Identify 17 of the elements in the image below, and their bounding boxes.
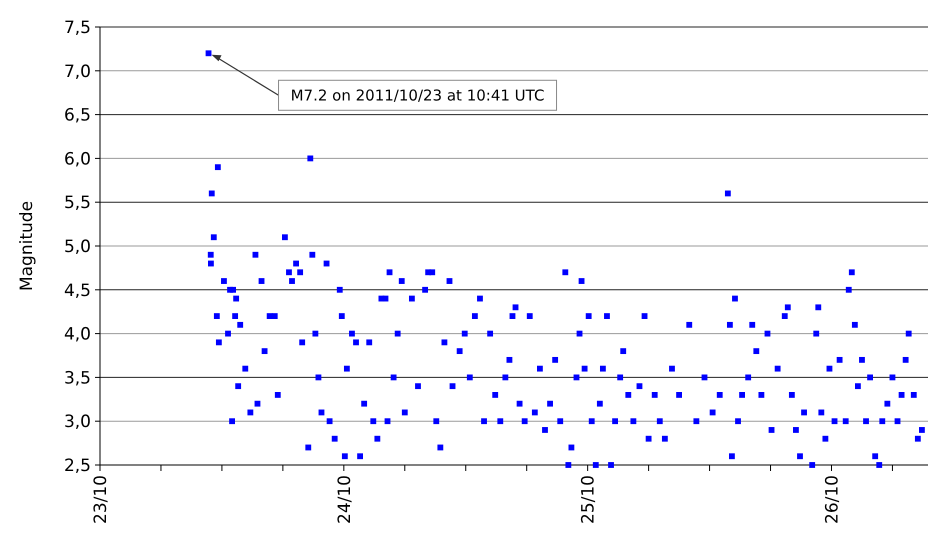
x-tick-label: 23/10 — [90, 475, 111, 524]
x-tick-label: 25/10 — [578, 475, 599, 524]
y-tick-label: 6,0 — [64, 149, 91, 170]
y-tick-label: 6,5 — [64, 106, 91, 126]
y-tick-label: 5,5 — [64, 193, 91, 214]
y-tick-label: 2,5 — [64, 456, 91, 476]
y-tick-label: 7,0 — [64, 62, 91, 82]
y-tick-label: 4,5 — [64, 280, 91, 301]
y-tick-label: 7,5 — [64, 18, 91, 38]
x-tick-label: 26/10 — [822, 475, 842, 524]
annotation: M7.2 on 2011/10/23 at 10:41 UTC — [290, 86, 544, 105]
x-tick-label: 24/10 — [334, 475, 355, 524]
y-tick-label: 5,0 — [64, 236, 91, 257]
y-axis-title: Magnitude — [17, 200, 37, 292]
y-tick-label: 3,5 — [64, 368, 91, 388]
y-tick-label: 4,0 — [64, 324, 91, 345]
y-tick-label: 3,0 — [64, 412, 91, 432]
